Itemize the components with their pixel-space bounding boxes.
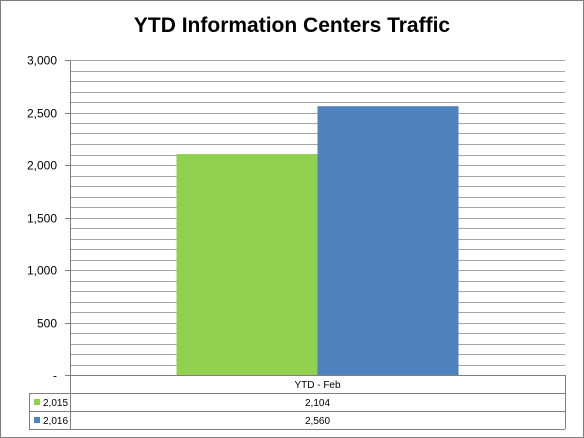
legend-key-2,015 [34, 399, 40, 405]
y-tick-label: 500 [37, 317, 57, 331]
bar-2,015 [176, 154, 318, 375]
legend-label: 2,016 [43, 416, 68, 427]
y-tick-label: 2,500 [27, 107, 57, 121]
y-tick-label: 1,500 [27, 212, 57, 226]
category-label: YTD - Feb [294, 380, 341, 391]
y-tick-label: 3,000 [27, 54, 57, 68]
data-table-value: 2,560 [305, 416, 330, 427]
bar-2,016 [317, 106, 459, 375]
chart-title: YTD Information Centers Traffic [133, 14, 451, 37]
y-tick-label: - [53, 369, 57, 383]
legend-key-2,016 [34, 417, 40, 423]
y-tick-label: 2,000 [27, 159, 57, 173]
y-tick-label: 1,000 [27, 264, 57, 278]
data-table-value: 2,104 [305, 398, 330, 409]
legend-label: 2,015 [43, 398, 68, 409]
